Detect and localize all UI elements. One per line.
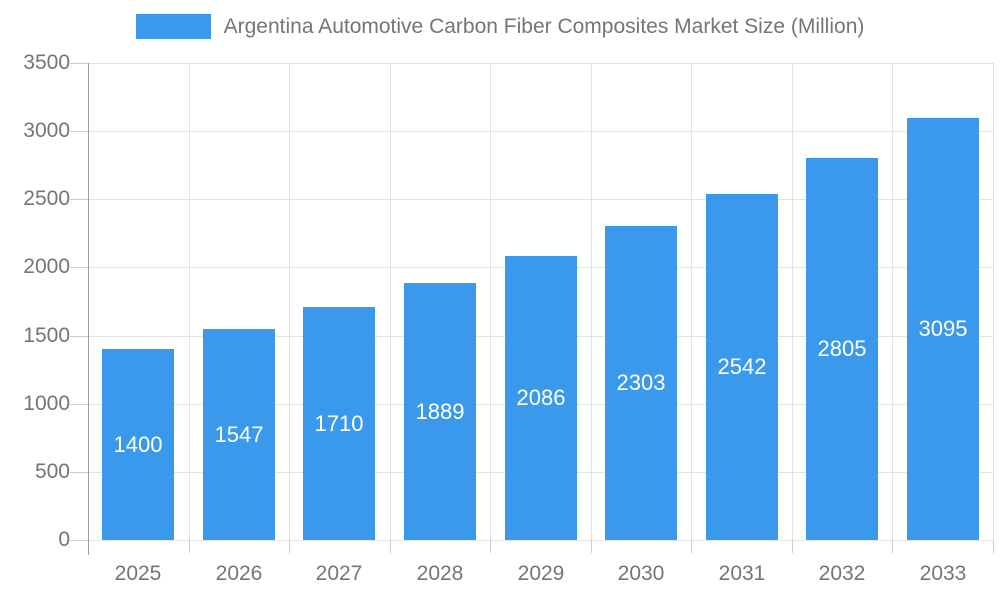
x-axis-label: 2025 — [114, 562, 162, 585]
x-gridline — [289, 63, 290, 540]
x-axis-label: 2027 — [315, 562, 363, 585]
y-gridline — [88, 63, 993, 64]
x-gridline — [892, 63, 893, 540]
x-gridline — [792, 63, 793, 540]
y-axis-tick — [70, 199, 88, 200]
x-axis-tick — [289, 540, 290, 553]
y-gridline — [88, 540, 993, 541]
x-axis-label: 2029 — [517, 562, 565, 585]
y-axis-tick — [70, 336, 88, 337]
bar-value-label: 1889 — [415, 398, 465, 424]
bar[interactable]: 2303 — [605, 226, 677, 540]
y-axis-line — [88, 63, 89, 555]
x-axis-tick — [490, 540, 491, 553]
bar[interactable]: 3095 — [907, 118, 979, 540]
x-gridline — [390, 63, 391, 540]
y-axis-tick — [70, 404, 88, 405]
y-axis-tick — [70, 540, 88, 541]
y-axis-tick — [70, 267, 88, 268]
x-axis-tick — [591, 540, 592, 553]
bar-value-label: 1400 — [113, 431, 163, 457]
y-axis-label: 1000 — [23, 392, 70, 415]
x-axis-tick — [189, 540, 190, 553]
y-axis-tick — [70, 472, 88, 473]
y-axis-label: 2000 — [23, 255, 70, 278]
y-axis-tick — [70, 131, 88, 132]
bar-value-label: 2542 — [717, 354, 767, 379]
bar[interactable]: 2805 — [806, 158, 878, 540]
legend-title: Argentina Automotive Carbon Fiber Compos… — [223, 15, 865, 38]
x-gridline — [189, 63, 190, 540]
bar[interactable]: 2086 — [505, 256, 577, 540]
y-axis-label: 0 — [58, 528, 70, 551]
bar-value-label: 2303 — [616, 370, 666, 395]
y-axis-label: 1500 — [23, 324, 70, 347]
bar-value-label: 2805 — [817, 336, 867, 361]
x-axis-label: 2032 — [818, 562, 866, 585]
y-axis-tick — [70, 63, 88, 64]
x-axis-tick — [691, 540, 692, 553]
bar-value-label: 1710 — [314, 410, 364, 436]
x-axis-tick — [792, 540, 793, 553]
y-axis-label: 3000 — [23, 119, 70, 142]
y-axis-label: 3500 — [23, 51, 70, 74]
bar[interactable]: 1547 — [203, 329, 275, 540]
x-axis-label: 2026 — [215, 562, 263, 585]
bar-value-label: 3095 — [918, 316, 968, 341]
x-axis-tick — [993, 540, 994, 553]
bar-value-label: 2086 — [516, 385, 566, 410]
x-axis-label: 2031 — [718, 562, 766, 585]
x-axis-label: 2028 — [416, 562, 464, 585]
chart-legend[interactable]: Argentina Automotive Carbon Fiber Compos… — [0, 14, 1000, 39]
bar[interactable]: 1889 — [404, 283, 476, 540]
bar[interactable]: 1710 — [303, 307, 375, 540]
x-gridline — [591, 63, 592, 540]
legend-swatch — [135, 14, 211, 39]
x-axis-tick — [390, 540, 391, 553]
bar-value-label: 1547 — [214, 421, 264, 447]
y-axis-label: 2500 — [23, 187, 70, 210]
x-axis-label: 2033 — [919, 562, 967, 585]
y-gridline — [88, 199, 993, 200]
x-gridline — [490, 63, 491, 540]
x-axis-label: 2030 — [617, 562, 665, 585]
x-gridline — [993, 63, 994, 540]
bar[interactable]: 2542 — [706, 194, 778, 540]
x-gridline — [691, 63, 692, 540]
x-axis-tick — [892, 540, 893, 553]
bar[interactable]: 1400 — [102, 349, 174, 540]
y-gridline — [88, 131, 993, 132]
y-axis-label: 500 — [34, 460, 70, 483]
